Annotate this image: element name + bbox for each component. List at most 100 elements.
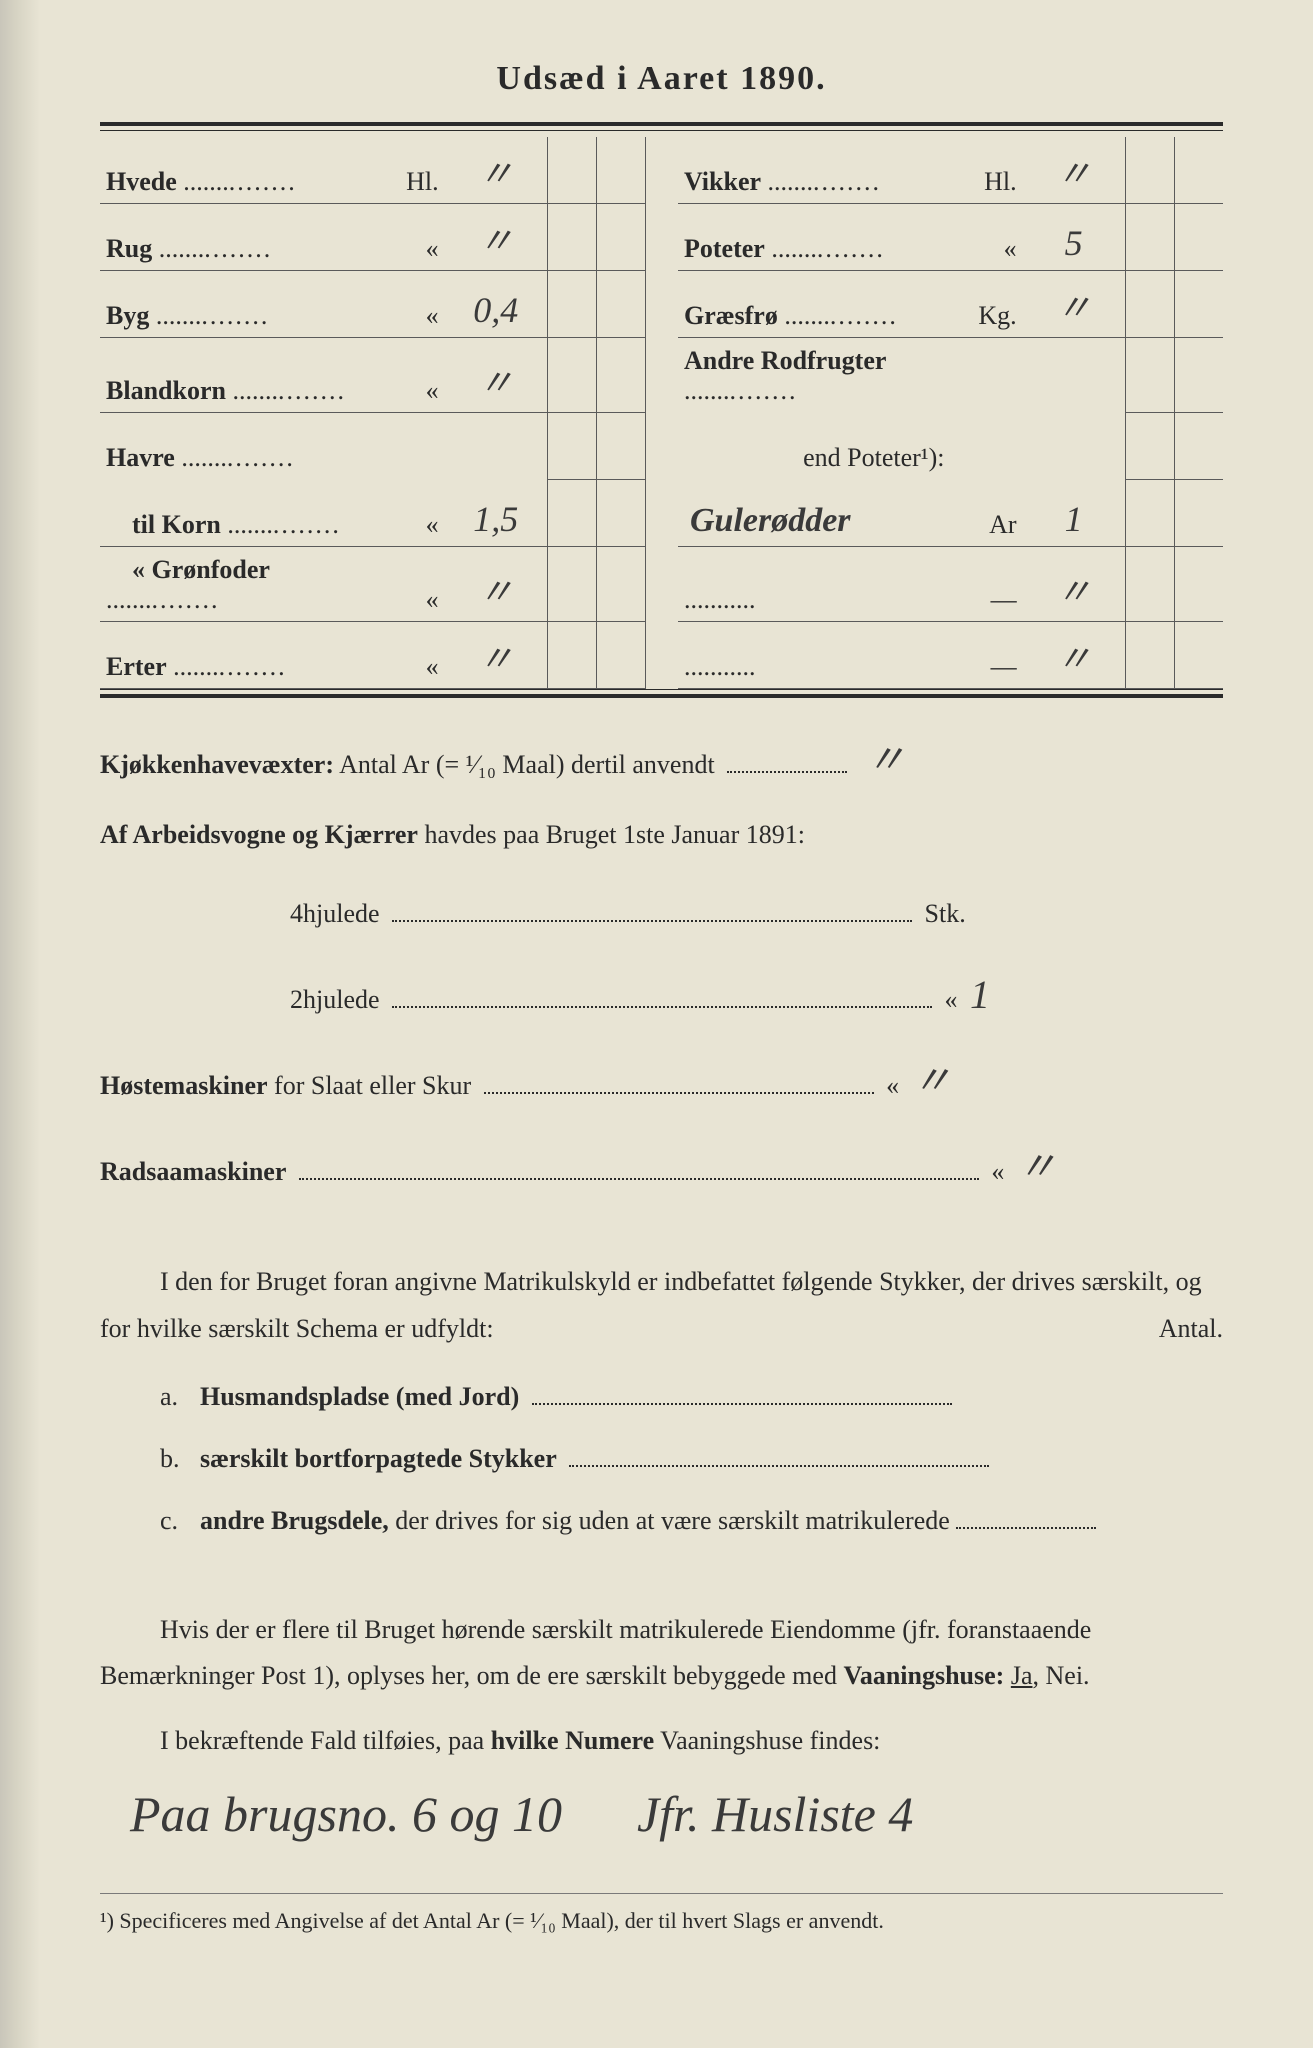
- seed-label: ...........: [678, 621, 950, 688]
- seed-value: 5: [1023, 204, 1126, 271]
- seed-value: 1: [1023, 479, 1126, 546]
- radsaa-line: Radsaamaskiner « 〃: [100, 1135, 1223, 1199]
- seed-value: [1023, 412, 1126, 479]
- followup-pre: I bekræftende Fald tilføies, paa: [160, 1726, 484, 1755]
- page-title: Udsæd i Aaret 1890.: [100, 60, 1223, 98]
- rule-top: [100, 122, 1223, 131]
- seed-unit: [950, 412, 1022, 479]
- seed-unit: Kg.: [950, 271, 1022, 338]
- seed-value: 0,4: [445, 271, 548, 338]
- hjul4-line: 4hjulede Stk.: [290, 877, 1223, 941]
- seed-label: Gulerødder: [678, 479, 950, 546]
- kjokken-text: Antal Ar (= ¹⁄₁₀ Maal) dertil anvendt: [339, 750, 715, 779]
- hostemaskiner-unit: «: [886, 1071, 899, 1100]
- radsaa-unit: «: [991, 1157, 1004, 1186]
- hjul4-unit: Stk.: [925, 899, 966, 928]
- seed-unit: —: [950, 546, 1022, 621]
- seed-label: Blandkorn .......: [100, 338, 372, 413]
- item-label: andre Brugsdele,: [200, 1506, 395, 1535]
- seed-label: Græsfrø .......: [678, 271, 950, 338]
- kjokken-value: 〃: [866, 737, 906, 782]
- hjul2-value: 1: [970, 972, 990, 1017]
- seed-unit: «: [372, 479, 444, 546]
- seed-unit: «: [950, 204, 1022, 271]
- item-label: Husmandspladse (med Jord): [200, 1382, 526, 1411]
- seed-unit: «: [372, 338, 444, 413]
- dotfill: [299, 1160, 979, 1180]
- kjokken-label: Kjøkkenhavevæxter:: [100, 750, 334, 779]
- hostemaskiner-text: for Slaat eller Skur: [274, 1071, 471, 1100]
- item-tag: b.: [160, 1433, 200, 1485]
- arbeidsvogne-label: Af Arbeidsvogne og Kjærrer: [100, 820, 418, 849]
- matrikul-item: b.særskilt bortforpagtede Stykker: [160, 1433, 1223, 1485]
- document-page: Udsæd i Aaret 1890. Hvede .......Hl.〃Vik…: [0, 0, 1313, 2048]
- handwritten-note: Paa brugsno. 6 og 10 Jfr. Husliste 4: [130, 1785, 1223, 1843]
- hostemaskiner-value: 〃: [912, 1058, 952, 1103]
- seed-label: ...........: [678, 546, 950, 621]
- seed-unit: —: [950, 621, 1022, 688]
- matrikul-antal: Antal.: [1099, 1306, 1223, 1353]
- matrikul-item: c.andre Brugsdele, der drives for sig ud…: [160, 1495, 1223, 1547]
- seed-value: 〃: [445, 204, 548, 271]
- arbeidsvogne-text: havdes paa Bruget 1ste Januar 1891:: [424, 820, 805, 849]
- seed-label: til Korn .......: [100, 479, 372, 546]
- dotfill: [392, 988, 932, 1008]
- seed-label: Byg .......: [100, 271, 372, 338]
- hjul2-label: 2hjulede: [290, 985, 380, 1014]
- seed-value: 〃: [1023, 621, 1126, 688]
- hjul4-label: 4hjulede: [290, 899, 380, 928]
- seed-unit: Ar: [950, 479, 1022, 546]
- vaaningshuse-choice: Ja, Nei.: [1011, 1661, 1090, 1690]
- hjul2-line: 2hjulede « 1: [290, 963, 1223, 1027]
- seed-value: [445, 412, 548, 479]
- item-tail: der drives for sig uden at være særskilt…: [395, 1506, 950, 1535]
- arbeidsvogne-line: Af Arbeidsvogne og Kjærrer havdes paa Br…: [100, 814, 1223, 856]
- item-tag: c.: [160, 1495, 200, 1547]
- seed-unit: Hl.: [950, 137, 1022, 204]
- matrikul-item: a.Husmandspladse (med Jord): [160, 1371, 1223, 1423]
- vaaningshuse-para: Hvis der er flere til Bruget hørende sær…: [100, 1607, 1223, 1701]
- seed-value: [1023, 338, 1126, 413]
- seed-label: end Poteter¹):: [678, 412, 950, 479]
- hostemaskiner-line: Høstemaskiner for Slaat eller Skur « 〃: [100, 1049, 1223, 1113]
- seed-value: 〃: [445, 338, 548, 413]
- seed-label: Rug .......: [100, 204, 372, 271]
- seed-value: 〃: [445, 546, 548, 621]
- hjul2-unit: «: [945, 985, 958, 1014]
- dotfill: [532, 1385, 952, 1405]
- radsaa-value: 〃: [1017, 1144, 1057, 1189]
- rule-bottom: [100, 689, 1223, 698]
- item-label: særskilt bortforpagtede Stykker: [200, 1444, 563, 1473]
- footnote: ¹) Specificeres med Angivelse af det Ant…: [100, 1893, 1223, 1934]
- seed-value: 〃: [445, 137, 548, 204]
- seed-value: 〃: [1023, 137, 1126, 204]
- dotfill: [956, 1509, 1096, 1529]
- seed-value: 1,5: [445, 479, 548, 546]
- seed-unit: «: [372, 546, 444, 621]
- followup-para: I bekræftende Fald tilføies, paa hvilke …: [100, 1718, 1223, 1765]
- kjokken-line: Kjøkkenhavevæxter: Antal Ar (= ¹⁄₁₀ Maal…: [100, 728, 1223, 792]
- matrikul-para: I den for Bruget foran angivne Matrikuls…: [100, 1259, 1223, 1353]
- dotfill: [392, 902, 912, 922]
- seed-value: 〃: [1023, 546, 1126, 621]
- seed-label: Andre Rodfrugter .......: [678, 338, 950, 413]
- matrikul-text: I den for Bruget foran angivne Matrikuls…: [100, 1267, 1202, 1343]
- seed-label: Poteter .......: [678, 204, 950, 271]
- seed-unit: [950, 338, 1022, 413]
- dotfill: [727, 752, 847, 772]
- hostemaskiner-label: Høstemaskiner: [100, 1071, 268, 1100]
- item-tag: a.: [160, 1371, 200, 1423]
- dotfill: [569, 1447, 989, 1467]
- seed-label: « Grønfoder .......: [100, 546, 372, 621]
- handwritten-2: Jfr. Husliste 4: [637, 1786, 913, 1842]
- radsaa-label: Radsaamaskiner: [100, 1157, 286, 1186]
- vaaningshuse-bold: Vaaningshuse:: [843, 1661, 1004, 1690]
- seed-label: Vikker .......: [678, 137, 950, 204]
- seed-label: Havre .......: [100, 412, 372, 479]
- dotfill: [484, 1074, 874, 1094]
- seed-unit: Hl.: [372, 137, 444, 204]
- followup-bold: hvilke Numere: [491, 1726, 654, 1755]
- seed-unit: «: [372, 271, 444, 338]
- seed-unit: [372, 412, 444, 479]
- seed-unit: «: [372, 204, 444, 271]
